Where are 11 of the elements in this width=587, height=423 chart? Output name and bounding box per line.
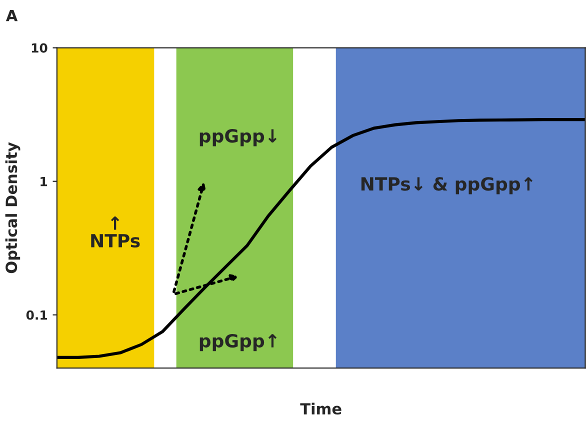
annotation: ppGpp↓ (200, 129, 277, 146)
annotation: ppGpp↑ (200, 334, 277, 352)
y-tick-label: 1 (40, 176, 48, 186)
y-axis-title: Optical Density (5, 142, 20, 274)
x-axis-title: Time (300, 402, 342, 415)
annotation: ↑ NTPs (91, 216, 140, 248)
line-series (56, 118, 586, 359)
y-tick-label: 0.1 (26, 310, 48, 320)
y-tick-label: 10 (32, 43, 48, 53)
annotation: NTPs↓ & ppGpp↑ (361, 177, 532, 194)
chart-title: A (6, 10, 18, 22)
